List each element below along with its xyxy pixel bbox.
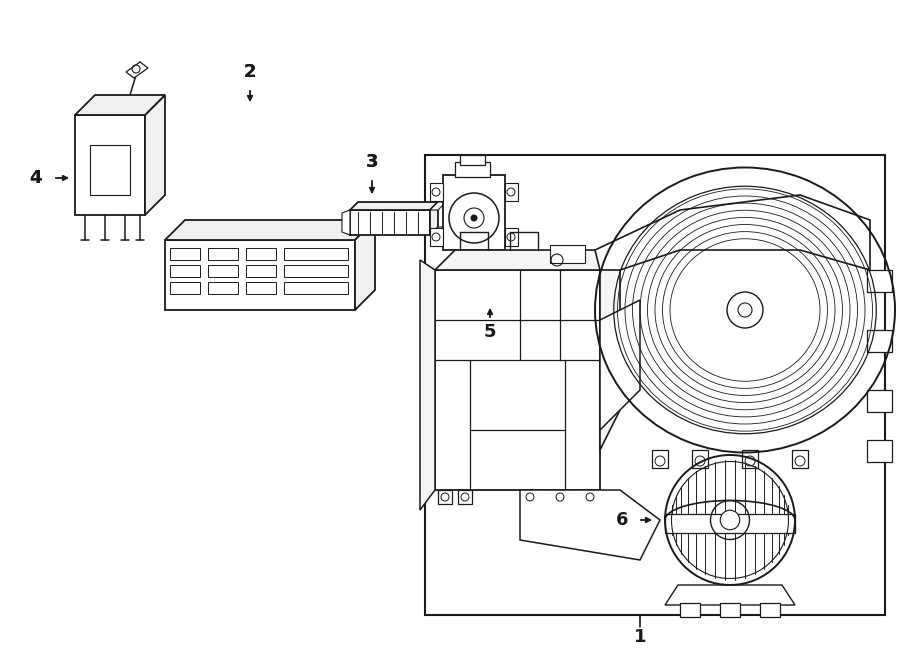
Text: 4: 4 bbox=[29, 169, 41, 187]
Circle shape bbox=[738, 303, 752, 317]
Bar bbox=[583, 490, 597, 504]
Polygon shape bbox=[665, 585, 795, 605]
Bar bbox=[170, 265, 200, 277]
Bar bbox=[505, 228, 518, 246]
Circle shape bbox=[727, 292, 763, 328]
Polygon shape bbox=[342, 210, 350, 235]
Bar bbox=[720, 603, 740, 617]
Polygon shape bbox=[126, 62, 148, 78]
Bar bbox=[284, 248, 348, 260]
Bar bbox=[246, 248, 276, 260]
Bar bbox=[438, 490, 452, 504]
Polygon shape bbox=[600, 250, 620, 450]
Polygon shape bbox=[350, 210, 430, 235]
Polygon shape bbox=[355, 220, 375, 310]
Bar bbox=[208, 265, 238, 277]
Bar bbox=[170, 282, 200, 294]
Bar bbox=[170, 248, 200, 260]
Bar bbox=[665, 514, 795, 533]
Bar bbox=[430, 228, 443, 246]
Text: 2: 2 bbox=[244, 63, 256, 81]
Bar bbox=[792, 450, 808, 468]
Polygon shape bbox=[165, 240, 355, 310]
Polygon shape bbox=[430, 227, 446, 235]
Text: 3: 3 bbox=[365, 153, 378, 171]
Bar bbox=[284, 282, 348, 294]
Polygon shape bbox=[520, 490, 660, 560]
Circle shape bbox=[720, 510, 740, 529]
Bar bbox=[652, 450, 668, 468]
Polygon shape bbox=[430, 202, 438, 235]
Bar bbox=[458, 490, 472, 504]
Polygon shape bbox=[165, 220, 375, 240]
Polygon shape bbox=[435, 250, 620, 270]
Bar bbox=[867, 440, 892, 462]
Bar bbox=[742, 450, 758, 468]
Bar bbox=[867, 390, 892, 412]
Polygon shape bbox=[75, 115, 145, 215]
Bar bbox=[867, 270, 892, 292]
Polygon shape bbox=[430, 202, 446, 210]
Polygon shape bbox=[595, 195, 870, 270]
Polygon shape bbox=[420, 260, 435, 510]
Bar bbox=[692, 450, 708, 468]
Text: 6: 6 bbox=[616, 511, 628, 529]
Text: 5: 5 bbox=[484, 323, 496, 341]
Bar bbox=[430, 183, 443, 201]
Circle shape bbox=[471, 215, 477, 221]
Polygon shape bbox=[600, 300, 640, 430]
Bar bbox=[867, 330, 892, 352]
Bar bbox=[505, 183, 518, 201]
Bar bbox=[523, 490, 537, 504]
Polygon shape bbox=[145, 95, 165, 215]
Bar bbox=[425, 155, 885, 615]
Text: 1: 1 bbox=[634, 628, 646, 646]
Polygon shape bbox=[435, 270, 600, 490]
Bar bbox=[760, 603, 780, 617]
Bar bbox=[284, 265, 348, 277]
Bar bbox=[246, 282, 276, 294]
Text: 4: 4 bbox=[29, 169, 41, 187]
Bar bbox=[553, 490, 567, 504]
Bar bbox=[550, 245, 585, 263]
Bar bbox=[455, 162, 490, 177]
Bar bbox=[208, 282, 238, 294]
Bar bbox=[460, 155, 485, 165]
Polygon shape bbox=[350, 202, 438, 210]
Bar bbox=[680, 603, 700, 617]
Bar bbox=[208, 248, 238, 260]
Polygon shape bbox=[443, 175, 505, 250]
Bar bbox=[246, 265, 276, 277]
Bar bbox=[90, 145, 130, 195]
Polygon shape bbox=[75, 95, 165, 115]
Text: 2: 2 bbox=[244, 63, 256, 81]
Text: 3: 3 bbox=[365, 153, 378, 171]
